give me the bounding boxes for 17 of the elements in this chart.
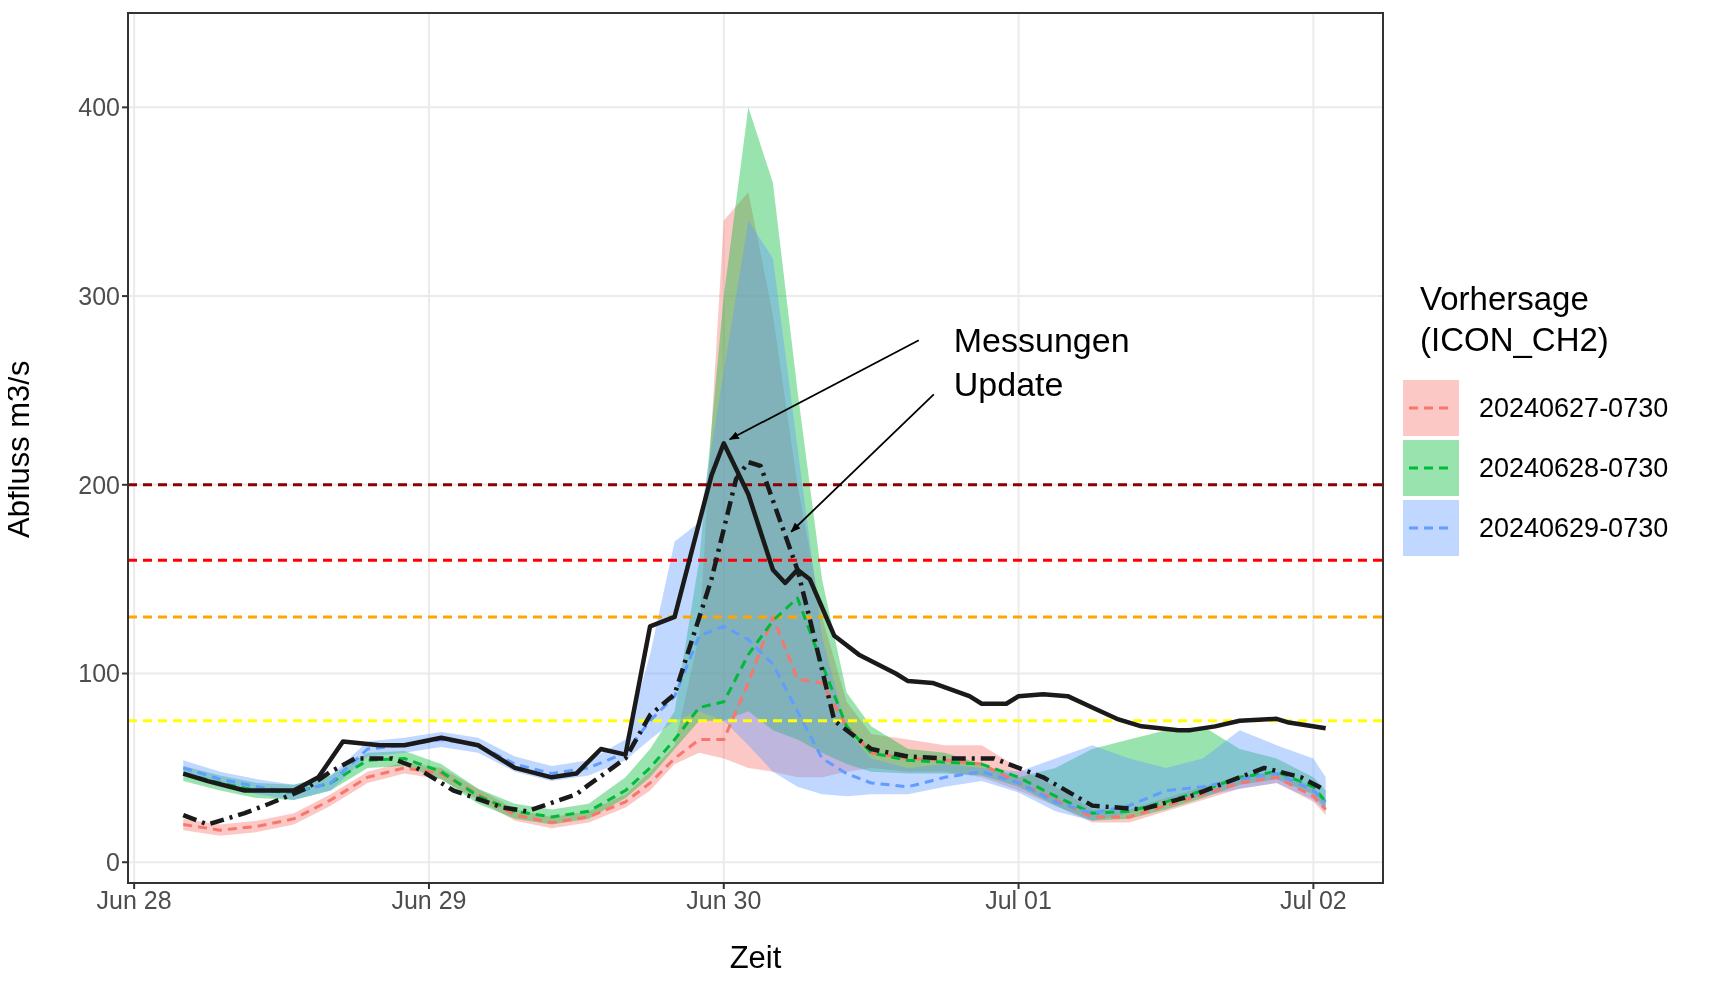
x-axis-title: Zeit (729, 940, 782, 975)
y-tick-label: 100 (78, 659, 120, 688)
y-tick-label: 0 (106, 848, 120, 877)
x-tick-label: Jun 30 (686, 885, 762, 914)
annotation: Update (953, 365, 1064, 404)
legend-label: 20240629-0730 (1479, 512, 1669, 544)
x-tick-label: Jul 01 (985, 885, 1052, 914)
x-tick-label: Jun 28 (96, 885, 172, 914)
legend-label: 20240627-0730 (1479, 392, 1669, 424)
annotation: Messungen (953, 321, 1130, 360)
legend-title: Vorhersage (ICON_CH2) (1420, 279, 1610, 360)
x-tick-label: Jul 02 (1280, 885, 1347, 914)
y-tick-label: 300 (78, 281, 120, 310)
y-tick-label: 400 (78, 93, 120, 122)
y-tick-label: 200 (78, 470, 120, 499)
x-tick-label: Jun 29 (391, 885, 467, 914)
legend-label: 20240628-0730 (1479, 452, 1669, 484)
